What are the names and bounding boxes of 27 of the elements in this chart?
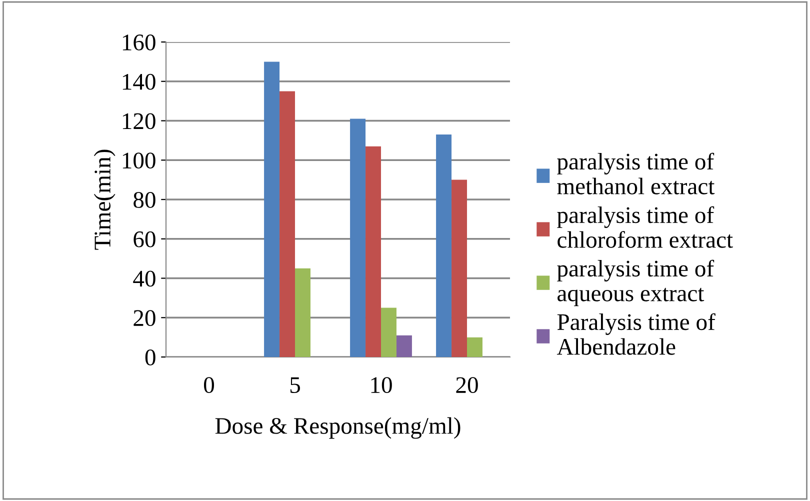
bar	[381, 308, 396, 357]
bar	[350, 118, 366, 357]
x-tick-label: 10	[371, 377, 392, 394]
y-tick-label: 60	[134, 231, 156, 248]
y-tick-label: 40	[133, 270, 156, 287]
legend-label: paralysis time of aqueous extract	[557, 260, 714, 306]
y-tick-label: 120	[122, 113, 156, 130]
y-tick-label: 140	[122, 74, 156, 90]
bar	[396, 335, 412, 357]
bar	[295, 268, 310, 357]
bar	[467, 337, 482, 357]
bar	[264, 62, 280, 357]
bar	[436, 134, 452, 357]
legend-label: Paralysis time of Albendazole	[556, 313, 716, 355]
bar	[280, 91, 295, 357]
y-tick-label: 80	[134, 192, 156, 208]
x-axis-title: Dose & Response(mg/ml)	[215, 417, 460, 439]
x-tick-label: 0	[204, 377, 214, 394]
y-tick-label: 20	[134, 310, 156, 326]
x-tick-label: 20	[456, 377, 478, 394]
x-tick-label: 5	[290, 377, 300, 394]
y-tick-label: 0	[145, 349, 156, 366]
bar	[452, 180, 467, 357]
y-axis-title: Time(min)	[94, 150, 116, 250]
bar	[366, 146, 381, 357]
y-tick-label: 160	[122, 34, 156, 50]
y-tick-label: 100	[122, 152, 156, 169]
